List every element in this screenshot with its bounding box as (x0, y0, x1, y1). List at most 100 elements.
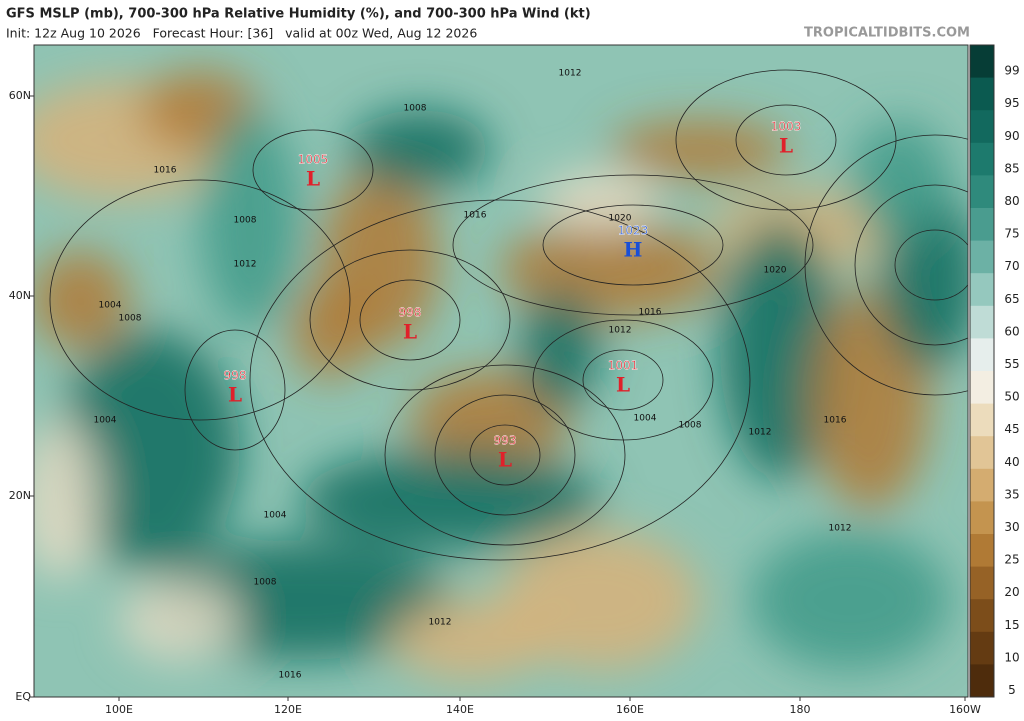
isobar (469, 424, 541, 486)
colorbar-label: 75 (1004, 227, 1019, 241)
colorbar-segment (970, 110, 994, 144)
rh-blob (540, 170, 660, 230)
pressure-value: 1003 (771, 120, 802, 134)
contour-label: 1004 (264, 511, 287, 521)
colorbar-label: 55 (1004, 357, 1019, 371)
rh-blob (60, 330, 240, 570)
colorbar-label: 30 (1004, 520, 1019, 534)
colorbar-label: 50 (1004, 390, 1019, 404)
colorbar-segment (970, 501, 994, 535)
contour-label: 1012 (829, 524, 852, 534)
contour-label: 1020 (764, 266, 787, 276)
colorbar-segment (970, 175, 994, 209)
contour-label: 1004 (634, 414, 657, 424)
map-frame (33, 44, 969, 698)
longitude-label: 180 (790, 703, 811, 716)
longitude-label: 120E (274, 703, 302, 716)
rh-blob (720, 220, 840, 480)
pressure-value: 998 (399, 306, 422, 320)
isobar (359, 279, 461, 361)
longitude-label: 140E (446, 703, 474, 716)
rh-blob (410, 370, 570, 470)
colorbar-segment (970, 240, 994, 274)
pressure-value: 1023 (618, 224, 649, 238)
contour-label: 1020 (609, 214, 632, 224)
colorbar-label: 5 (1008, 683, 1016, 697)
colorbar-frame (969, 44, 995, 698)
contour-label: 1004 (94, 416, 117, 426)
colorbar-label: 60 (1004, 324, 1019, 338)
isobar (735, 104, 837, 176)
pressure-symbol: L (306, 167, 320, 191)
contour-label: 1008 (254, 578, 277, 588)
colorbar-label: 45 (1004, 422, 1019, 436)
isobar (804, 134, 968, 396)
latitude-label: 40N (9, 289, 31, 302)
contour-label: 1016 (279, 671, 302, 681)
colorbar-label: 70 (1004, 259, 1019, 273)
map-subtitle: Init: 12z Aug 10 2026 Forecast Hour: [36… (6, 26, 477, 41)
pressure-symbol: L (779, 134, 793, 158)
pressure-value: 998 (224, 369, 247, 383)
contour-label: 1012 (429, 618, 452, 628)
latitude-label: 20N (9, 489, 31, 502)
pressure-value: 1005 (298, 153, 329, 167)
isobar (434, 394, 576, 516)
colorbar-segment (970, 77, 994, 111)
isobar (894, 229, 968, 301)
contour-label: 1012 (559, 69, 582, 79)
pressure-symbol: L (228, 383, 242, 407)
pressure-symbol: L (616, 373, 630, 397)
pressure-symbol: L (403, 320, 417, 344)
pressure-value: 1001 (608, 359, 639, 373)
rh-blob (500, 530, 700, 670)
colorbar-segment (970, 631, 994, 665)
isobar (542, 204, 724, 286)
rh-blob (750, 530, 950, 670)
rh-blob (200, 110, 300, 330)
isobar (49, 179, 351, 421)
colorbar-segment (970, 208, 994, 242)
longitude-label: 160E (616, 703, 644, 716)
colorbar-segment (970, 599, 994, 633)
rh-blob (120, 580, 240, 660)
contour-label: 1012 (749, 428, 772, 438)
isobar (675, 69, 897, 211)
pressure-value: 993 (494, 434, 517, 448)
isobar (249, 199, 751, 561)
colorbar-label: 15 (1004, 618, 1019, 632)
pressure-symbol: H (624, 238, 643, 262)
colorbar-label: 35 (1004, 487, 1019, 501)
contour-label: 1016 (154, 166, 177, 176)
isobar (582, 349, 664, 411)
colorbar-segment (970, 468, 994, 502)
colorbar-segment (970, 305, 994, 339)
rh-blob (300, 450, 600, 550)
latitude-label: 60N (9, 89, 31, 102)
isobar (309, 249, 511, 391)
colorbar-label: 95 (1004, 96, 1019, 110)
brand: TROPICALTIDBITS.COM (804, 26, 970, 41)
longitude-label: 100E (105, 703, 133, 716)
contour-label: 1008 (679, 421, 702, 431)
isobars (49, 69, 968, 561)
contour-label: 1016 (639, 308, 662, 318)
contour-label: 1008 (234, 216, 257, 226)
pressure-symbol: L (498, 448, 512, 472)
colorbar-label: 65 (1004, 292, 1019, 306)
colorbar-label: 10 (1004, 650, 1019, 664)
longitude-label: 160W (949, 703, 981, 716)
rh-blob (34, 250, 130, 350)
colorbar: 99 95 90 85 80 75 70 65 60 55 50 45 40 35 30 25 20 15 10 5 (969, 44, 1020, 698)
colorbar-segment (970, 273, 994, 307)
rh-blob (500, 220, 720, 320)
colorbar-label: 40 (1004, 455, 1019, 469)
rh-blob (390, 600, 550, 680)
rh-blob (850, 120, 950, 240)
colorbar-label: 80 (1004, 194, 1019, 208)
latitude-label: EQ (15, 690, 31, 703)
colorbar-segment (970, 142, 994, 176)
isobar (532, 319, 714, 441)
colorbar-segment (970, 45, 994, 79)
